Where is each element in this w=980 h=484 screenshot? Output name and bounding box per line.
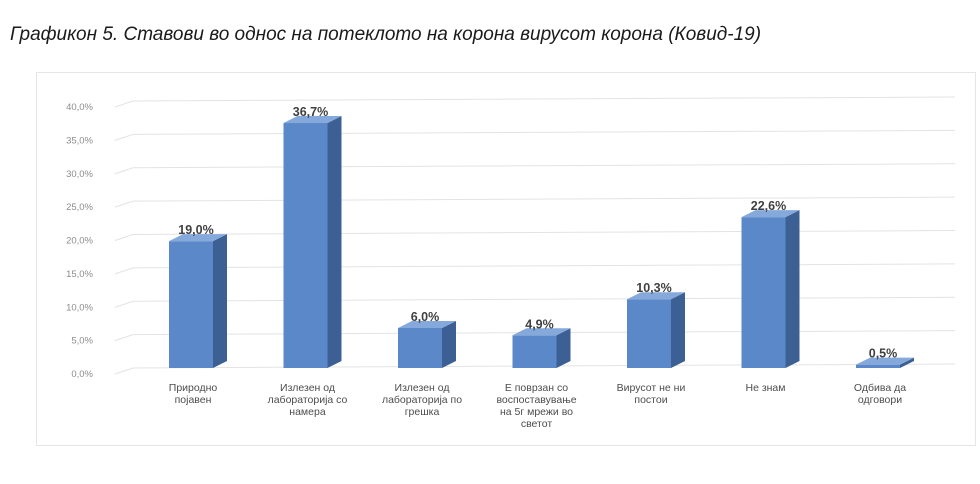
x-tick-label: Вирусот не ни bbox=[617, 382, 686, 394]
y-tick-label: 15,0% bbox=[66, 269, 93, 280]
bar bbox=[627, 299, 671, 368]
x-tick-label: лабораторија со bbox=[268, 394, 348, 406]
gridline bbox=[132, 230, 956, 235]
gridline bbox=[132, 263, 956, 269]
bar bbox=[856, 364, 900, 368]
data-label: 6,0% bbox=[411, 310, 440, 324]
bar-side bbox=[785, 210, 800, 368]
data-label: 0,5% bbox=[869, 347, 898, 361]
x-tick-label: воспоставување bbox=[496, 394, 576, 406]
gridline-wall bbox=[114, 100, 134, 108]
bar-side bbox=[900, 357, 914, 368]
data-label: 4,9% bbox=[525, 317, 554, 331]
gridline-wall bbox=[114, 267, 134, 275]
bar-side bbox=[671, 292, 685, 368]
y-tick-label: 20,0% bbox=[66, 236, 93, 247]
y-tick-label: 0,0% bbox=[71, 369, 93, 380]
y-tick-label: 40,0% bbox=[66, 102, 93, 113]
bar-side bbox=[442, 320, 456, 368]
bar-top bbox=[169, 234, 227, 242]
data-label: 36,7% bbox=[293, 105, 328, 119]
gridline-wall bbox=[114, 167, 134, 175]
bar bbox=[169, 241, 213, 368]
x-tick-label: на 5г мрежи во bbox=[500, 406, 573, 418]
x-tick-label: појавен bbox=[175, 394, 212, 406]
x-tick-label: светот bbox=[521, 418, 553, 430]
gridline-wall bbox=[114, 234, 134, 241]
bar bbox=[398, 327, 442, 368]
chart-frame: 0,0% 5,0% 10,0% 15,0% 20,0% 25,0% 30,0% 35,0% 40… bbox=[36, 72, 976, 446]
gridline bbox=[132, 129, 956, 135]
gridline-wall bbox=[114, 367, 134, 375]
y-tick-label: 5,0% bbox=[71, 336, 93, 347]
bar-top bbox=[741, 210, 800, 218]
data-label: 22,6% bbox=[751, 199, 786, 213]
gridline-wall bbox=[114, 133, 134, 141]
gridline bbox=[132, 96, 956, 102]
gridline-wall bbox=[114, 300, 134, 308]
x-tick-label: Е поврзан со bbox=[505, 382, 568, 394]
y-tick-label: 30,0% bbox=[66, 169, 93, 180]
y-tick-label: 25,0% bbox=[66, 202, 93, 213]
gridline bbox=[132, 196, 956, 202]
gridline bbox=[132, 163, 956, 169]
bar-top bbox=[856, 357, 914, 365]
figure-caption: Графикон 5. Ставови во однос на потеклот… bbox=[10, 24, 762, 45]
bar-chart: 0,0% 5,0% 10,0% 15,0% 20,0% 25,0% 30,0% 35,0% 40… bbox=[66, 96, 956, 430]
bar-top bbox=[512, 328, 571, 336]
bar-top bbox=[398, 320, 456, 328]
x-tick-label: лабораторија по bbox=[382, 394, 462, 406]
bar-top bbox=[283, 116, 342, 124]
y-tick-label: 10,0% bbox=[66, 302, 93, 313]
bar-top bbox=[627, 292, 685, 300]
y-tick-label: 35,0% bbox=[66, 135, 93, 146]
x-tick-label: Излезен од bbox=[280, 382, 335, 394]
x-tick-label: грешка bbox=[405, 406, 440, 418]
x-tick-label: намера bbox=[289, 406, 326, 418]
x-tick-label: Природно bbox=[169, 382, 218, 394]
bar bbox=[741, 217, 786, 368]
bar-side bbox=[556, 328, 571, 368]
gridline-wall bbox=[114, 200, 134, 208]
x-tick-label: Не знам bbox=[745, 382, 785, 394]
x-tick-label: Одбива да bbox=[854, 382, 906, 394]
bar bbox=[283, 123, 328, 368]
bar-side bbox=[213, 234, 227, 368]
x-tick-label: Излезен од bbox=[395, 382, 450, 394]
gridline bbox=[132, 296, 956, 302]
data-label: 10,3% bbox=[636, 281, 671, 295]
x-tick-label: постои bbox=[634, 394, 667, 406]
gridline-wall bbox=[114, 334, 134, 342]
bar-side bbox=[327, 116, 342, 368]
x-tick-label: одговори bbox=[858, 394, 902, 406]
data-label: 19,0% bbox=[178, 223, 213, 237]
bar bbox=[512, 335, 557, 368]
